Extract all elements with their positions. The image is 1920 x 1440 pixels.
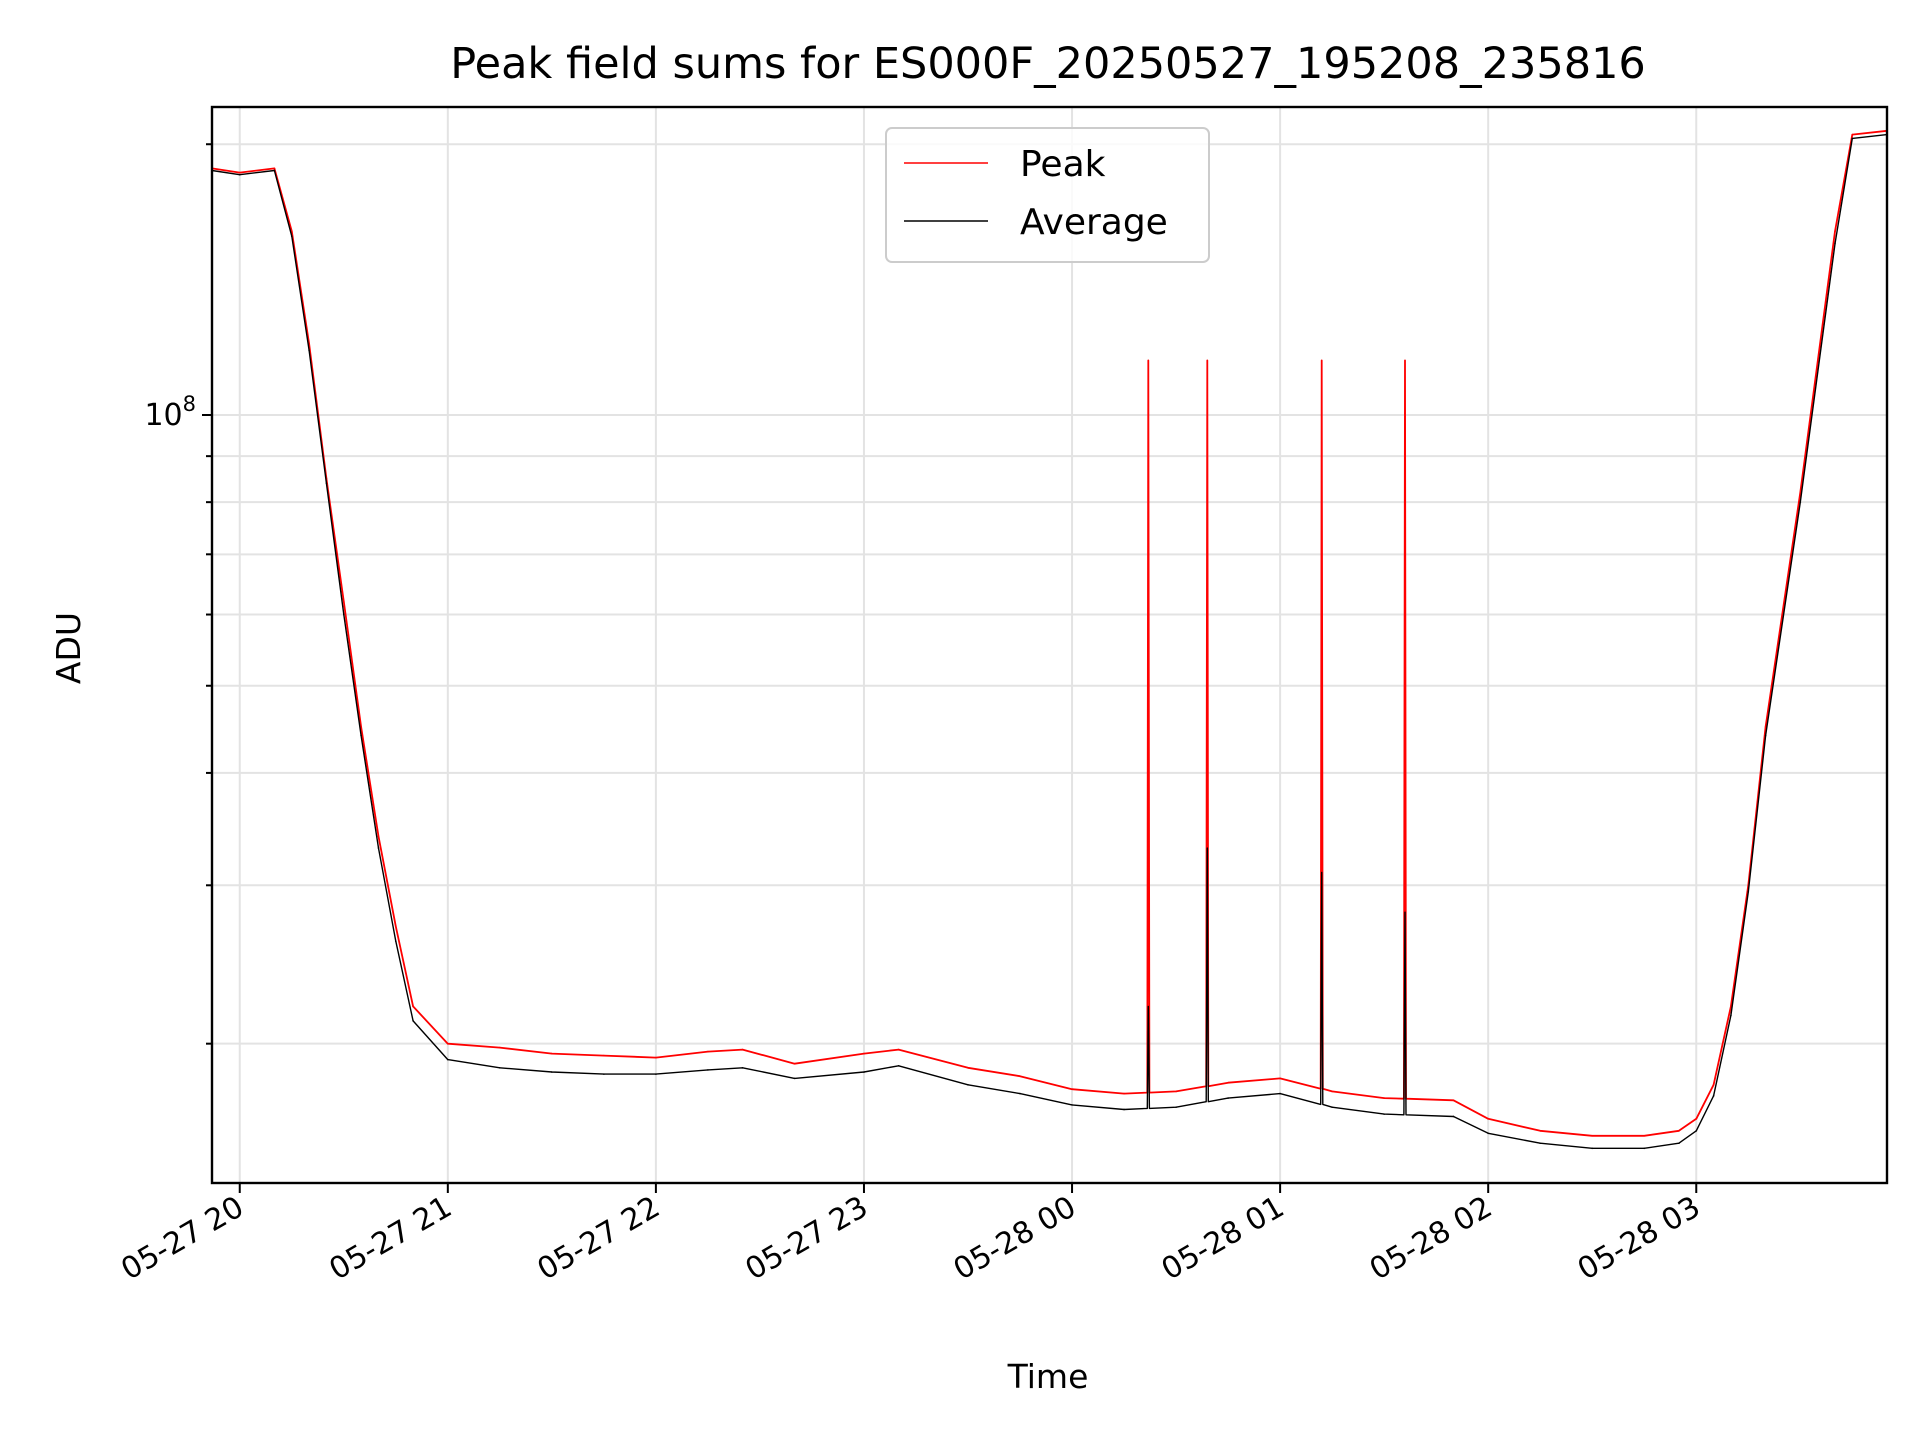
data-point-average (603, 1073, 605, 1075)
grid-layer (212, 107, 1887, 1183)
data-point-peak (1071, 1088, 1073, 1090)
data-point-average (1678, 1142, 1680, 1145)
data-point-peak (394, 925, 397, 928)
data-point-peak (1678, 1130, 1680, 1132)
data-point-average (1747, 891, 1750, 893)
data-point-peak (655, 1056, 657, 1059)
data-point-peak (1452, 1099, 1455, 1102)
x-axis-title: Time (1007, 1357, 1089, 1396)
data-point-peak (342, 600, 345, 603)
data-point-peak (1764, 726, 1767, 728)
data-point-average (1643, 1147, 1646, 1150)
data-point-average (238, 173, 241, 176)
plot-frame (210, 105, 1889, 1185)
data-point-average (394, 940, 397, 942)
data-point-peak (273, 167, 276, 170)
data-point-peak (793, 1062, 796, 1065)
data-point-average (1730, 1014, 1732, 1017)
legend-box (885, 127, 1210, 263)
data-point-peak (741, 1048, 744, 1051)
data-point-peak (551, 1052, 553, 1055)
data-point-average (360, 734, 362, 737)
data-point-average (1383, 1113, 1385, 1115)
data-point-peak (412, 1005, 414, 1008)
y-tick-label: 108 (144, 392, 196, 433)
data-point-average (1452, 1115, 1455, 1118)
data-point-peak (863, 1052, 865, 1055)
data-point-peak (1643, 1134, 1646, 1137)
data-point-peak (1175, 1090, 1177, 1093)
data-point-average (707, 1069, 709, 1071)
data-point-average (1071, 1104, 1073, 1106)
data-point-average (1834, 242, 1836, 245)
data-point-average (863, 1071, 865, 1073)
data-point-peak (1712, 1084, 1715, 1086)
data-point-average (741, 1067, 744, 1069)
data-point-average (273, 169, 276, 172)
data-point-peak (1851, 133, 1854, 136)
data-point-average (1227, 1097, 1229, 1099)
data-point-peak (238, 171, 241, 174)
data-point-average (1331, 1106, 1333, 1108)
data-point-average (551, 1071, 553, 1073)
data-point-average (897, 1064, 900, 1067)
data-point-peak (1383, 1097, 1385, 1099)
data-point-average (412, 1020, 414, 1022)
y-axis-title: ADU (49, 612, 88, 684)
legend-average-label: Average (1020, 202, 1168, 243)
data-point-peak (1591, 1134, 1594, 1137)
data-point-average (499, 1067, 501, 1069)
data-point-peak (499, 1046, 501, 1049)
data-point-average (1279, 1092, 1281, 1095)
data-point-peak (1487, 1118, 1489, 1120)
data-point-average (793, 1077, 796, 1080)
data-point-peak (360, 726, 362, 728)
data-point-average (1712, 1095, 1715, 1097)
data-point-peak (1730, 1005, 1732, 1008)
data-point-peak (447, 1042, 449, 1045)
data-point-peak (1019, 1075, 1021, 1078)
data-point-peak (897, 1048, 900, 1051)
data-point-peak (707, 1050, 709, 1053)
data-point-peak (1834, 230, 1836, 233)
data-point-peak (1331, 1090, 1333, 1093)
data-point-peak (1279, 1077, 1281, 1080)
data-point-average (967, 1084, 969, 1086)
data-point-average (1539, 1142, 1542, 1145)
data-point-average (1799, 501, 1802, 503)
data-point-average (377, 847, 380, 849)
data-point-average (1851, 137, 1854, 140)
data-point-average (1764, 734, 1767, 737)
legend: Peak Average (885, 127, 1210, 263)
data-point-average (1019, 1092, 1021, 1095)
data-point-average (342, 613, 345, 616)
data-point-average (1175, 1106, 1177, 1108)
data-point-average (325, 482, 328, 484)
data-point-average (1487, 1132, 1489, 1135)
data-point-average (308, 349, 310, 352)
data-point-average (1591, 1147, 1594, 1150)
data-point-average (447, 1058, 449, 1061)
chart-title: Peak field sums for ES000F_20250527_1952… (450, 39, 1646, 89)
data-point-average (655, 1073, 657, 1075)
data-point-peak (1695, 1118, 1698, 1120)
data-point-peak (603, 1054, 605, 1057)
data-point-peak (1227, 1081, 1229, 1084)
data-point-average (1123, 1108, 1125, 1111)
data-point-peak (1799, 491, 1802, 494)
data-point-peak (290, 230, 293, 233)
data-point-average (1695, 1130, 1698, 1132)
data-point-peak (377, 835, 380, 838)
data-point-peak (1539, 1130, 1542, 1132)
data-point-average (290, 235, 293, 238)
legend-peak-label: Peak (1020, 144, 1106, 185)
data-point-peak (967, 1067, 969, 1069)
data-point-peak (1123, 1092, 1125, 1095)
